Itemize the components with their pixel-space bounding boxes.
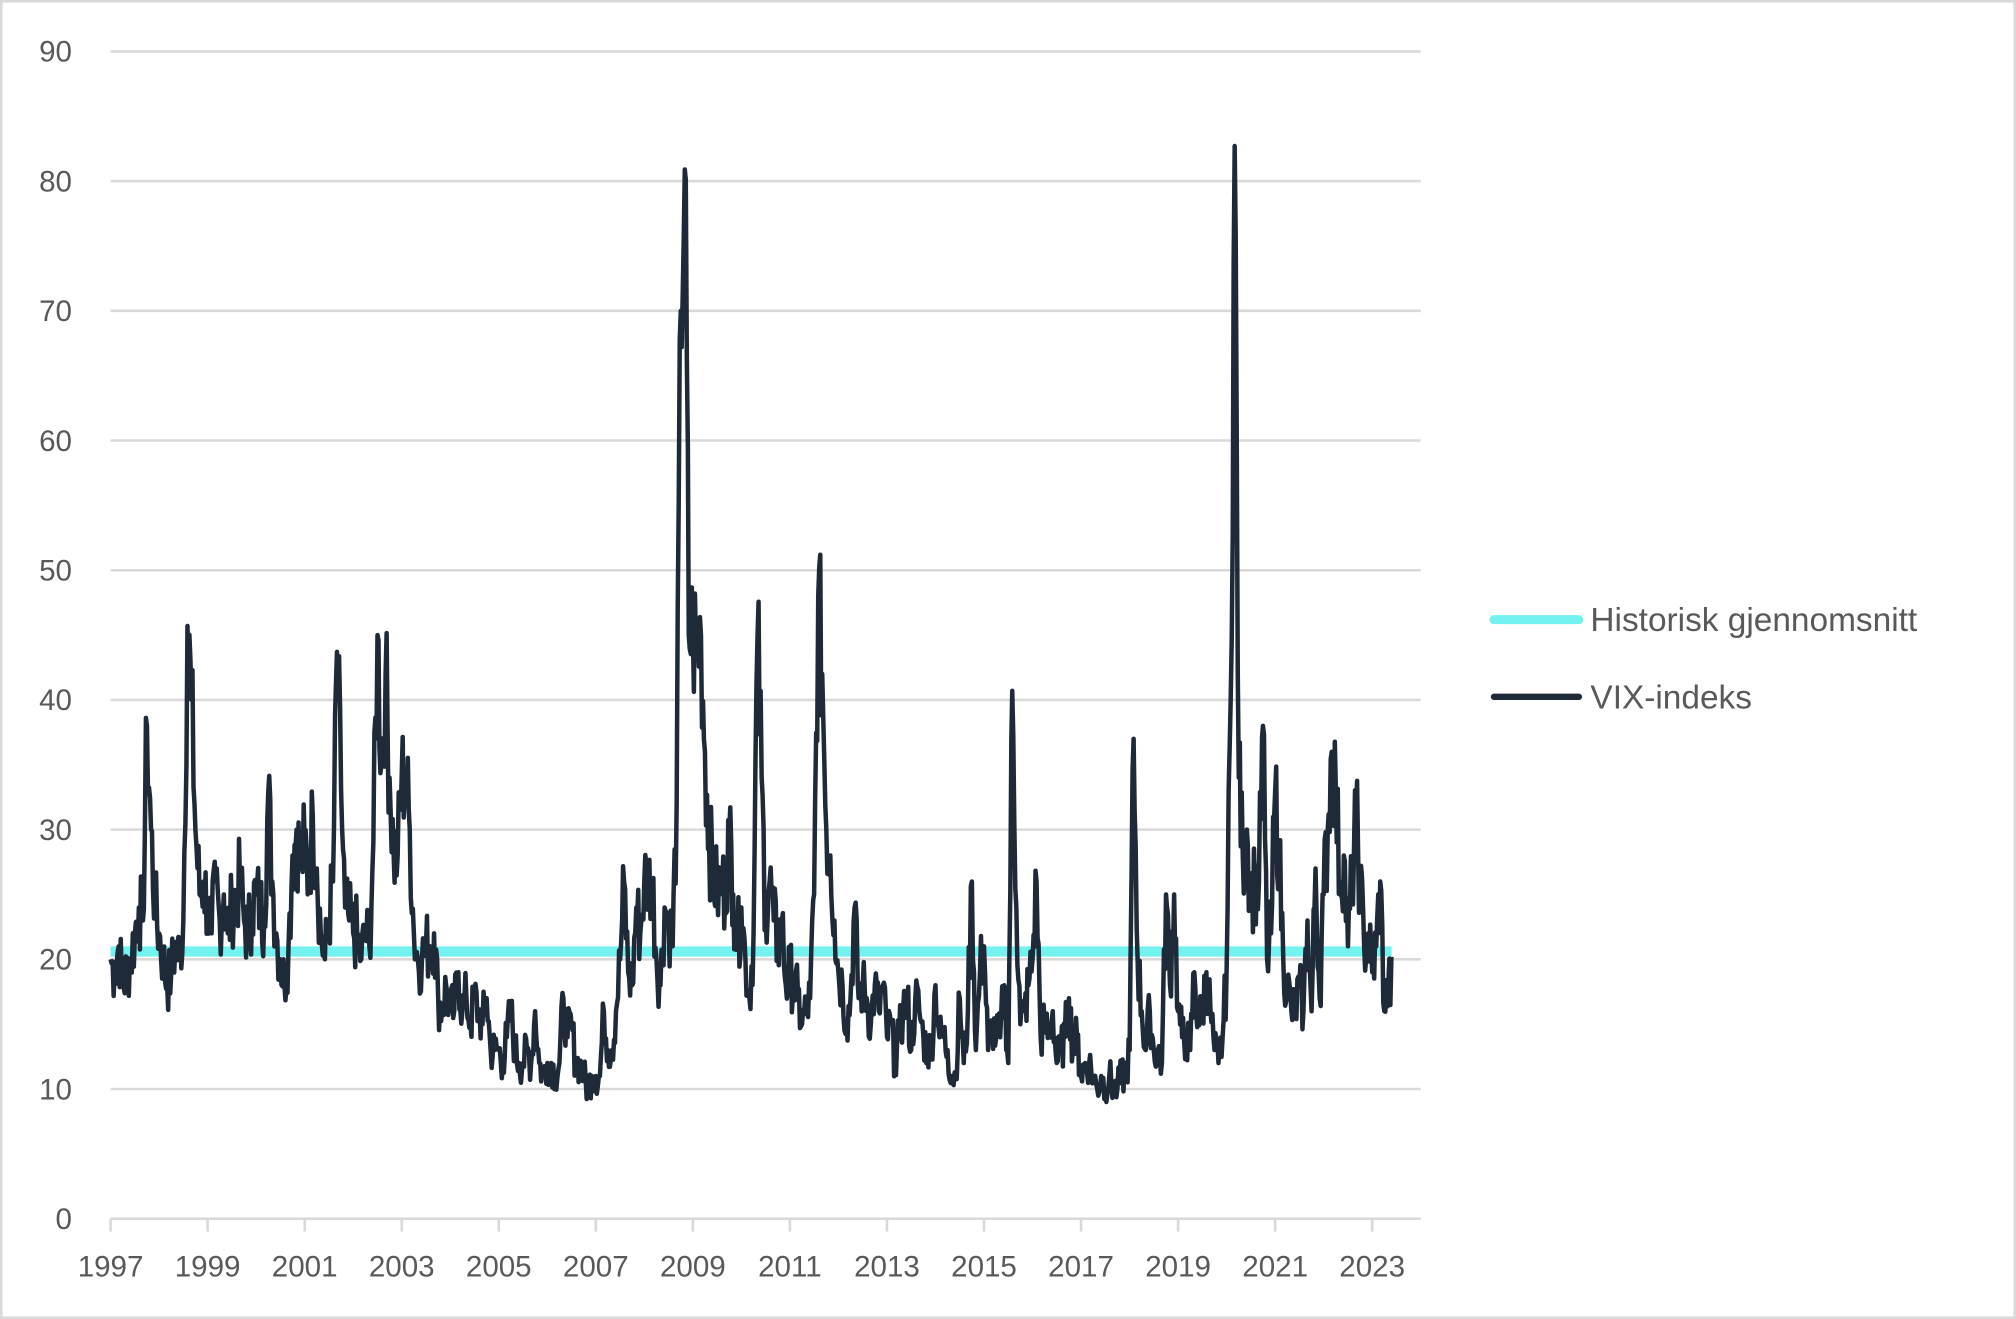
x-tick-label: 2023	[1339, 1251, 1405, 1284]
x-tick-label: 2003	[369, 1251, 435, 1284]
y-axis-tick-labels: 0 10 20 30 40 50 60 70 80 90	[39, 36, 72, 1236]
y-tick-label: 80	[39, 165, 72, 198]
x-tick-label: 1999	[175, 1251, 241, 1284]
y-tick-label: 40	[39, 684, 72, 717]
y-tick-label: 0	[56, 1203, 72, 1236]
x-tick-label: 2013	[854, 1251, 920, 1284]
y-tick-label: 90	[39, 36, 72, 69]
series-vix-indeks-line	[108, 143, 1394, 1105]
x-tick-label: 2001	[272, 1251, 338, 1284]
x-tick-label: 2009	[660, 1251, 726, 1284]
gridlines	[110, 50, 1421, 1221]
y-tick-label: 50	[39, 555, 72, 588]
y-tick-label: 60	[39, 425, 72, 458]
x-tick-label: 2021	[1242, 1251, 1308, 1284]
x-tick-label: 2019	[1145, 1251, 1211, 1284]
series-layer	[108, 143, 1394, 1105]
x-tick-label: 1997	[78, 1251, 144, 1284]
x-axis: 1997 1999 2001 2003 2005 2007 2009 2011 2013 2015…	[78, 1217, 1421, 1284]
x-tick-label: 2015	[951, 1251, 1017, 1284]
x-tick-label: 2011	[758, 1251, 822, 1284]
y-tick-label: 10	[39, 1073, 72, 1106]
legend: Historisk gjennomsnitt VIX-indeks	[1489, 602, 1918, 716]
x-tick-label: 2017	[1048, 1251, 1114, 1284]
legend-label-vix-indeks: VIX-indeks	[1590, 679, 1752, 716]
y-tick-label: 20	[39, 944, 72, 977]
y-tick-label: 70	[39, 295, 72, 328]
legend-label-historisk-gjennomsnitt: Historisk gjennomsnitt	[1590, 602, 1917, 639]
x-tick-label: 2007	[563, 1251, 629, 1284]
y-tick-label: 30	[39, 814, 72, 847]
x-tick-label: 2005	[466, 1251, 532, 1284]
